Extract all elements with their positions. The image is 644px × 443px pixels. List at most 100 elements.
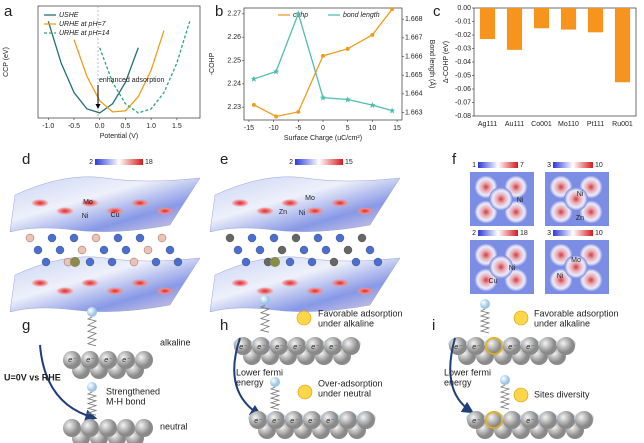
atom	[117, 419, 135, 437]
y-tick-label: 0.00	[457, 5, 471, 12]
data-point	[295, 10, 302, 17]
atom	[107, 257, 117, 267]
colorbar-max: 10	[595, 162, 603, 169]
electron: e⁻	[275, 344, 284, 351]
data-point	[321, 53, 325, 58]
y-tick-label: -0.05	[455, 72, 471, 79]
atom	[157, 233, 167, 243]
x-tick-label: Co001	[531, 121, 552, 128]
electron: e⁻	[68, 357, 77, 364]
atom	[521, 337, 539, 355]
y-tick-label: 2.27	[227, 11, 241, 18]
density-hotspot	[31, 199, 49, 207]
density-slab	[9, 256, 201, 313]
atom	[575, 411, 593, 429]
atom	[342, 337, 360, 355]
atom	[467, 411, 485, 429]
density-slab	[209, 256, 401, 313]
data-point	[250, 75, 257, 82]
colorbar-max: 18	[145, 159, 153, 166]
atom-label: Ni	[299, 210, 306, 217]
vacancy	[485, 337, 503, 355]
electron: e⁻	[104, 357, 113, 364]
emoji	[513, 310, 529, 326]
caption: Sites diversity	[534, 389, 590, 399]
colorbar-min: 2	[289, 159, 293, 166]
series-line	[99, 21, 191, 114]
electron: e⁻	[472, 418, 481, 425]
y2-tick-label: 1.667	[405, 35, 423, 42]
caption: Strengthened	[106, 386, 160, 396]
data-point	[251, 102, 256, 107]
atom	[99, 419, 117, 437]
density-hotspot	[256, 207, 274, 215]
bond-spring	[86, 391, 98, 416]
y-tick-label: -0.01	[455, 18, 471, 25]
atom	[303, 411, 321, 429]
atom-label: Mo	[571, 257, 581, 264]
atom-label: Mo	[83, 199, 93, 206]
atom	[285, 257, 295, 267]
legend-label: bond length	[343, 12, 380, 19]
data-point	[273, 68, 280, 75]
density-peak	[489, 187, 513, 211]
colorbar-min: 3	[547, 162, 551, 169]
x-tick-label: 5	[346, 125, 350, 132]
plot-frame	[243, 7, 403, 121]
density-hotspot	[306, 207, 324, 215]
y2-tick-label: 1.663	[405, 109, 423, 116]
bar	[533, 8, 550, 29]
data-point	[370, 32, 375, 37]
density-peak	[564, 255, 588, 279]
y-tick-label: 2.26	[227, 34, 241, 41]
atom-label: Zn	[279, 209, 287, 216]
x-tick-label: 0.0	[95, 123, 105, 130]
x-tick-label: Ag111	[478, 121, 497, 128]
colorbar	[478, 162, 518, 168]
colorbar	[95, 159, 143, 165]
atom-label: Ni	[577, 191, 584, 198]
x-tick-label: 10	[368, 125, 376, 132]
atom	[321, 245, 331, 255]
electron: e⁻	[526, 344, 535, 351]
colorbar	[295, 159, 343, 165]
panel-letter: a	[4, 3, 13, 20]
colorbar	[553, 162, 593, 168]
y-tick-label: -0.08	[455, 113, 471, 120]
density-slab	[209, 176, 401, 233]
legend-label: cohp	[293, 12, 308, 19]
series-line	[253, 8, 393, 118]
atom	[306, 337, 324, 355]
colorbar-min: 2	[472, 230, 476, 237]
hydrogen	[480, 299, 490, 309]
atom-highlight	[270, 257, 280, 267]
panel-letter: g	[22, 317, 30, 334]
density-hotspot	[156, 287, 174, 295]
density-hotspot	[31, 279, 49, 287]
bar	[479, 8, 496, 40]
panel-letter: d	[22, 151, 30, 168]
plot-frame	[37, 5, 201, 119]
colorbar-min: 1	[472, 162, 476, 169]
atom	[503, 411, 521, 429]
atom	[324, 337, 342, 355]
x-tick-label: Mo110	[558, 121, 579, 128]
electron: e⁻	[293, 344, 302, 351]
x-axis-label: Surface Charge (uC/cm²)	[284, 135, 362, 142]
atom	[539, 337, 557, 355]
atom	[339, 411, 357, 429]
atom	[249, 411, 267, 429]
y-tick-label: 2.25	[227, 57, 241, 64]
atom	[357, 411, 375, 429]
atom	[321, 411, 339, 429]
atom	[267, 411, 285, 429]
series-line	[73, 30, 165, 113]
density-hotspot	[281, 279, 299, 287]
atom	[365, 245, 375, 255]
electron: e⁻	[326, 418, 335, 425]
caption: neutral	[160, 421, 188, 431]
panel-letter: c	[433, 3, 441, 20]
atom	[241, 257, 251, 267]
density-hotspot	[356, 287, 374, 295]
x-tick-label: -10	[269, 125, 279, 132]
